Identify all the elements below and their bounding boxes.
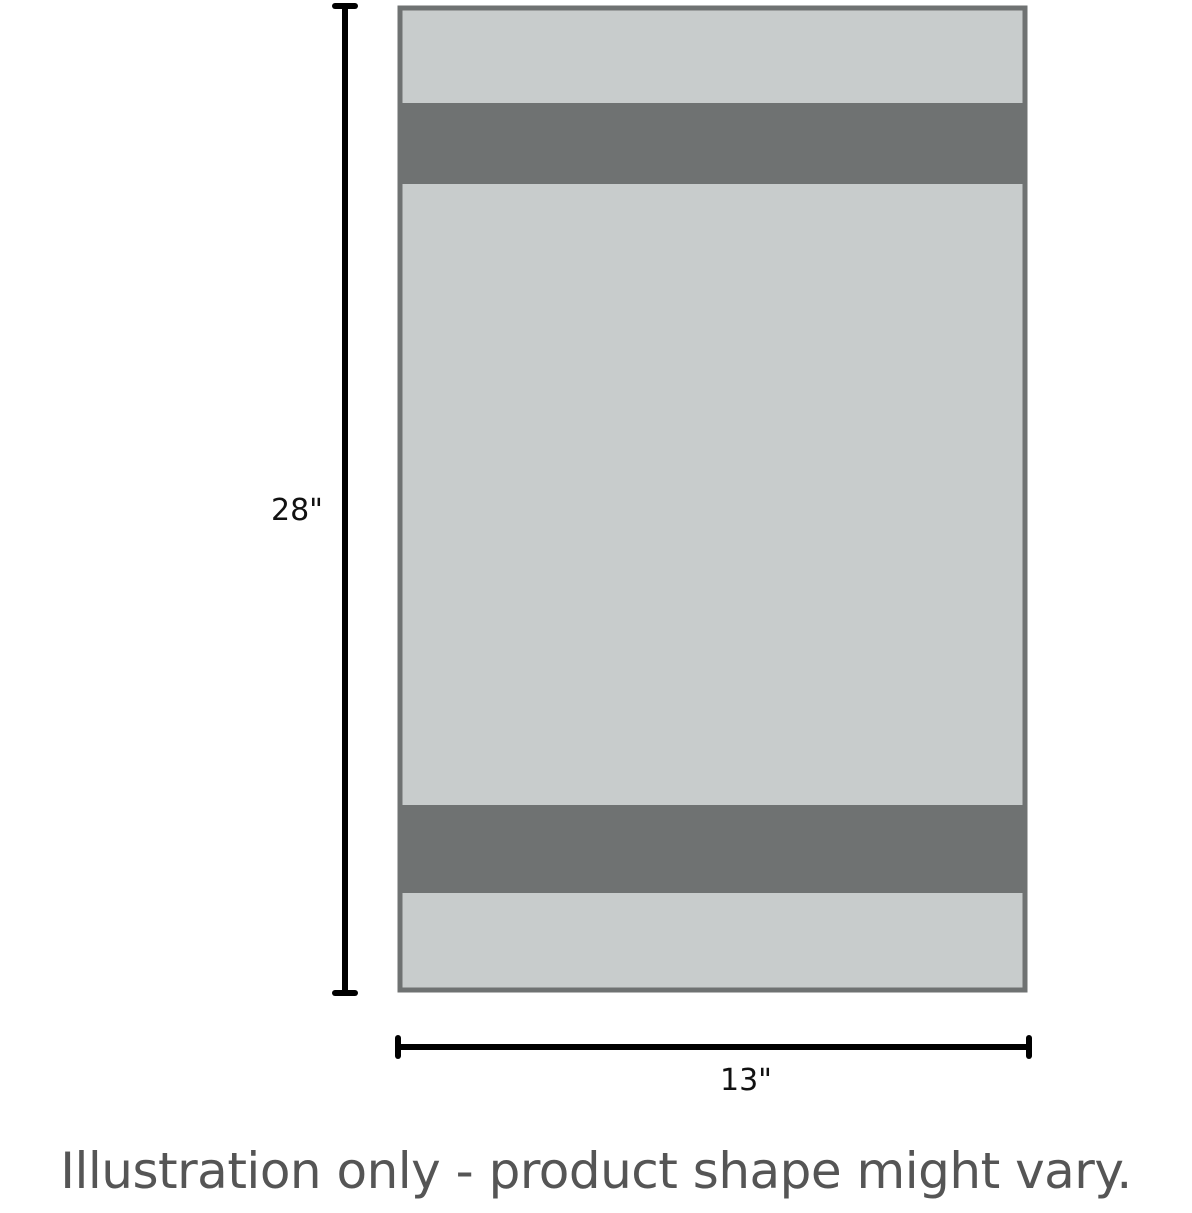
width-dimension-line — [395, 1035, 1032, 1059]
height-dimension-line — [332, 3, 358, 996]
height-label: 28" — [271, 493, 323, 528]
width-label: 13" — [720, 1063, 772, 1098]
top-stripe — [398, 103, 1027, 184]
bottom-stripe — [398, 805, 1027, 893]
disclaimer-caption: Illustration only - product shape might … — [60, 1142, 1132, 1200]
